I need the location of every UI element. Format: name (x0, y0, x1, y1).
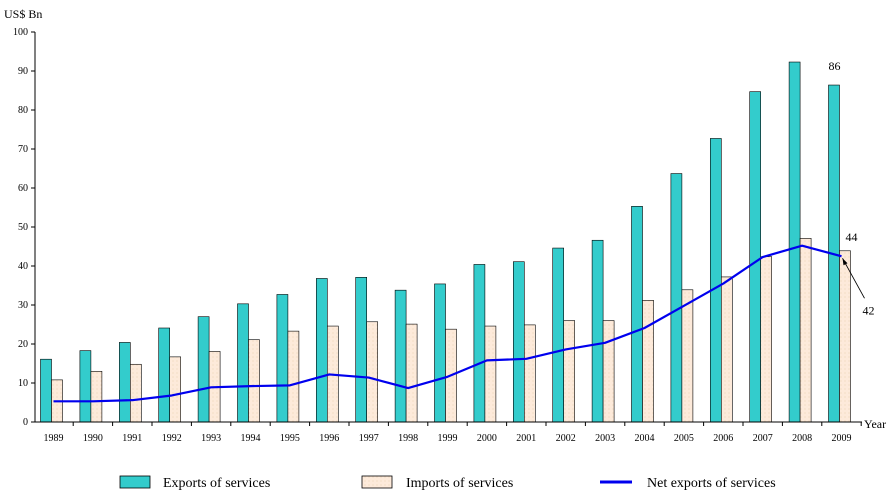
bar-imports-1998 (405, 323, 418, 423)
x-tick-label-1990: 1990 (83, 433, 103, 444)
bar-exports-2004 (631, 206, 643, 423)
y-axis-title: US$ Bn (4, 7, 42, 21)
x-tick-label-2001: 2001 (516, 433, 536, 444)
y-tick-label: 100 (13, 27, 28, 38)
bar-exports-2001 (512, 261, 525, 423)
bar-imports-2007 (760, 256, 773, 423)
x-tick-label-1998: 1998 (398, 433, 418, 444)
bar-imports-2002 (563, 320, 576, 423)
x-tick-label-2008: 2008 (792, 433, 812, 444)
annotation-imports-2009: 44 (846, 230, 858, 244)
bar-exports-1993 (197, 316, 210, 423)
x-tick-label-2000: 2000 (477, 433, 497, 444)
bar-imports-1997 (366, 321, 379, 423)
bar-imports-1995 (287, 330, 300, 423)
y-tick-label: 10 (18, 378, 28, 389)
annotation-net-arrowhead (842, 258, 848, 266)
x-tick-label-1994: 1994 (241, 433, 261, 444)
x-tick-label-2005: 2005 (674, 433, 694, 444)
y-tick-label: 20 (18, 339, 28, 350)
annotation-net-leader (842, 258, 865, 299)
bar-exports-1991 (119, 342, 131, 423)
bar-exports-1992 (158, 327, 170, 423)
y-tick-label: 60 (18, 183, 28, 194)
bar-exports-2000 (473, 264, 486, 423)
y-axis-ticks: 0 10 20 30 40 50 60 70 80 90 100 (13, 27, 35, 428)
bar-exports-2002 (552, 247, 565, 423)
bar-imports-2003 (602, 320, 615, 423)
y-tick-label: 70 (18, 144, 28, 155)
y-tick-label: 40 (18, 261, 28, 272)
x-tick-label-1999: 1999 (438, 433, 458, 444)
x-tick-label-1996: 1996 (319, 433, 339, 444)
x-tick-label-1991: 1991 (122, 433, 142, 444)
bar-exports-1998 (394, 289, 407, 423)
legend-label-imports: Imports of services (406, 476, 513, 491)
x-tick-label-2006: 2006 (713, 433, 733, 444)
x-tick-label-1997: 1997 (359, 433, 379, 444)
bar-imports-2008 (799, 238, 812, 423)
bar-exports-2008 (788, 61, 801, 423)
legend-swatch-imports (361, 475, 393, 489)
bar-imports-1994 (248, 339, 260, 423)
bar-exports-2005 (670, 173, 683, 423)
bars (40, 61, 851, 423)
bar-exports-1996 (315, 278, 328, 423)
x-tick-label-1989: 1989 (44, 433, 64, 444)
legend-label-net: Net exports of services (647, 476, 776, 491)
annotation-net-2009: 42 (863, 303, 875, 317)
bar-imports-2000 (484, 325, 497, 423)
bar-imports-2009 (839, 250, 851, 423)
x-tick-label-2002: 2002 (556, 433, 576, 444)
bar-exports-2007 (749, 91, 762, 423)
bar-exports-1994 (237, 303, 249, 423)
x-tick-label-2004: 2004 (635, 433, 655, 444)
bar-exports-2006 (709, 138, 722, 423)
legend-swatch-exports (119, 475, 151, 489)
x-tick-label-2007: 2007 (753, 433, 773, 444)
bar-exports-2003 (591, 239, 604, 423)
legend-label-exports: Exports of services (163, 476, 270, 491)
net-exports-line (53, 244, 842, 403)
bar-imports-1990 (90, 370, 103, 423)
bar-imports-1992 (169, 356, 181, 423)
x-axis-title: Year (864, 417, 886, 431)
x-tick-label-1993: 1993 (201, 433, 221, 444)
y-tick-label: 90 (18, 66, 28, 77)
bar-exports-1990 (79, 350, 92, 423)
x-tick-label-2003: 2003 (595, 433, 615, 444)
x-tick-label-1992: 1992 (162, 433, 182, 444)
net-exports-polyline (53, 244, 842, 403)
annotations: 86 44 42 (829, 59, 875, 317)
bar-imports-1991 (130, 363, 142, 423)
x-axis-ticks: 1989 1990 1991 1992 1993 1994 1995 1996 1997 1998… (44, 422, 862, 444)
legend-item-imports: Imports of services (361, 475, 513, 491)
bar-exports-1999 (434, 283, 446, 423)
bar-imports-2005 (681, 289, 694, 423)
y-tick-label: 50 (18, 222, 28, 233)
legend-item-net: Net exports of services (600, 476, 776, 491)
bar-exports-1989 (40, 358, 52, 423)
bar-imports-2004 (642, 300, 654, 423)
y-tick-label: 0 (23, 417, 28, 428)
bar-imports-2001 (523, 324, 536, 423)
y-tick-label: 80 (18, 105, 28, 116)
legend-item-exports: Exports of services (119, 475, 270, 491)
bar-exports-1997 (355, 277, 368, 423)
x-tick-label-2009: 2009 (832, 433, 852, 444)
legend: Exports of services Imports of services … (119, 475, 776, 491)
y-tick-label: 30 (18, 300, 28, 311)
bar-imports-2006 (720, 276, 733, 423)
bar-exports-1995 (276, 294, 289, 423)
annotation-exports-2009: 86 (829, 59, 841, 73)
x-tick-label-1995: 1995 (280, 433, 300, 444)
